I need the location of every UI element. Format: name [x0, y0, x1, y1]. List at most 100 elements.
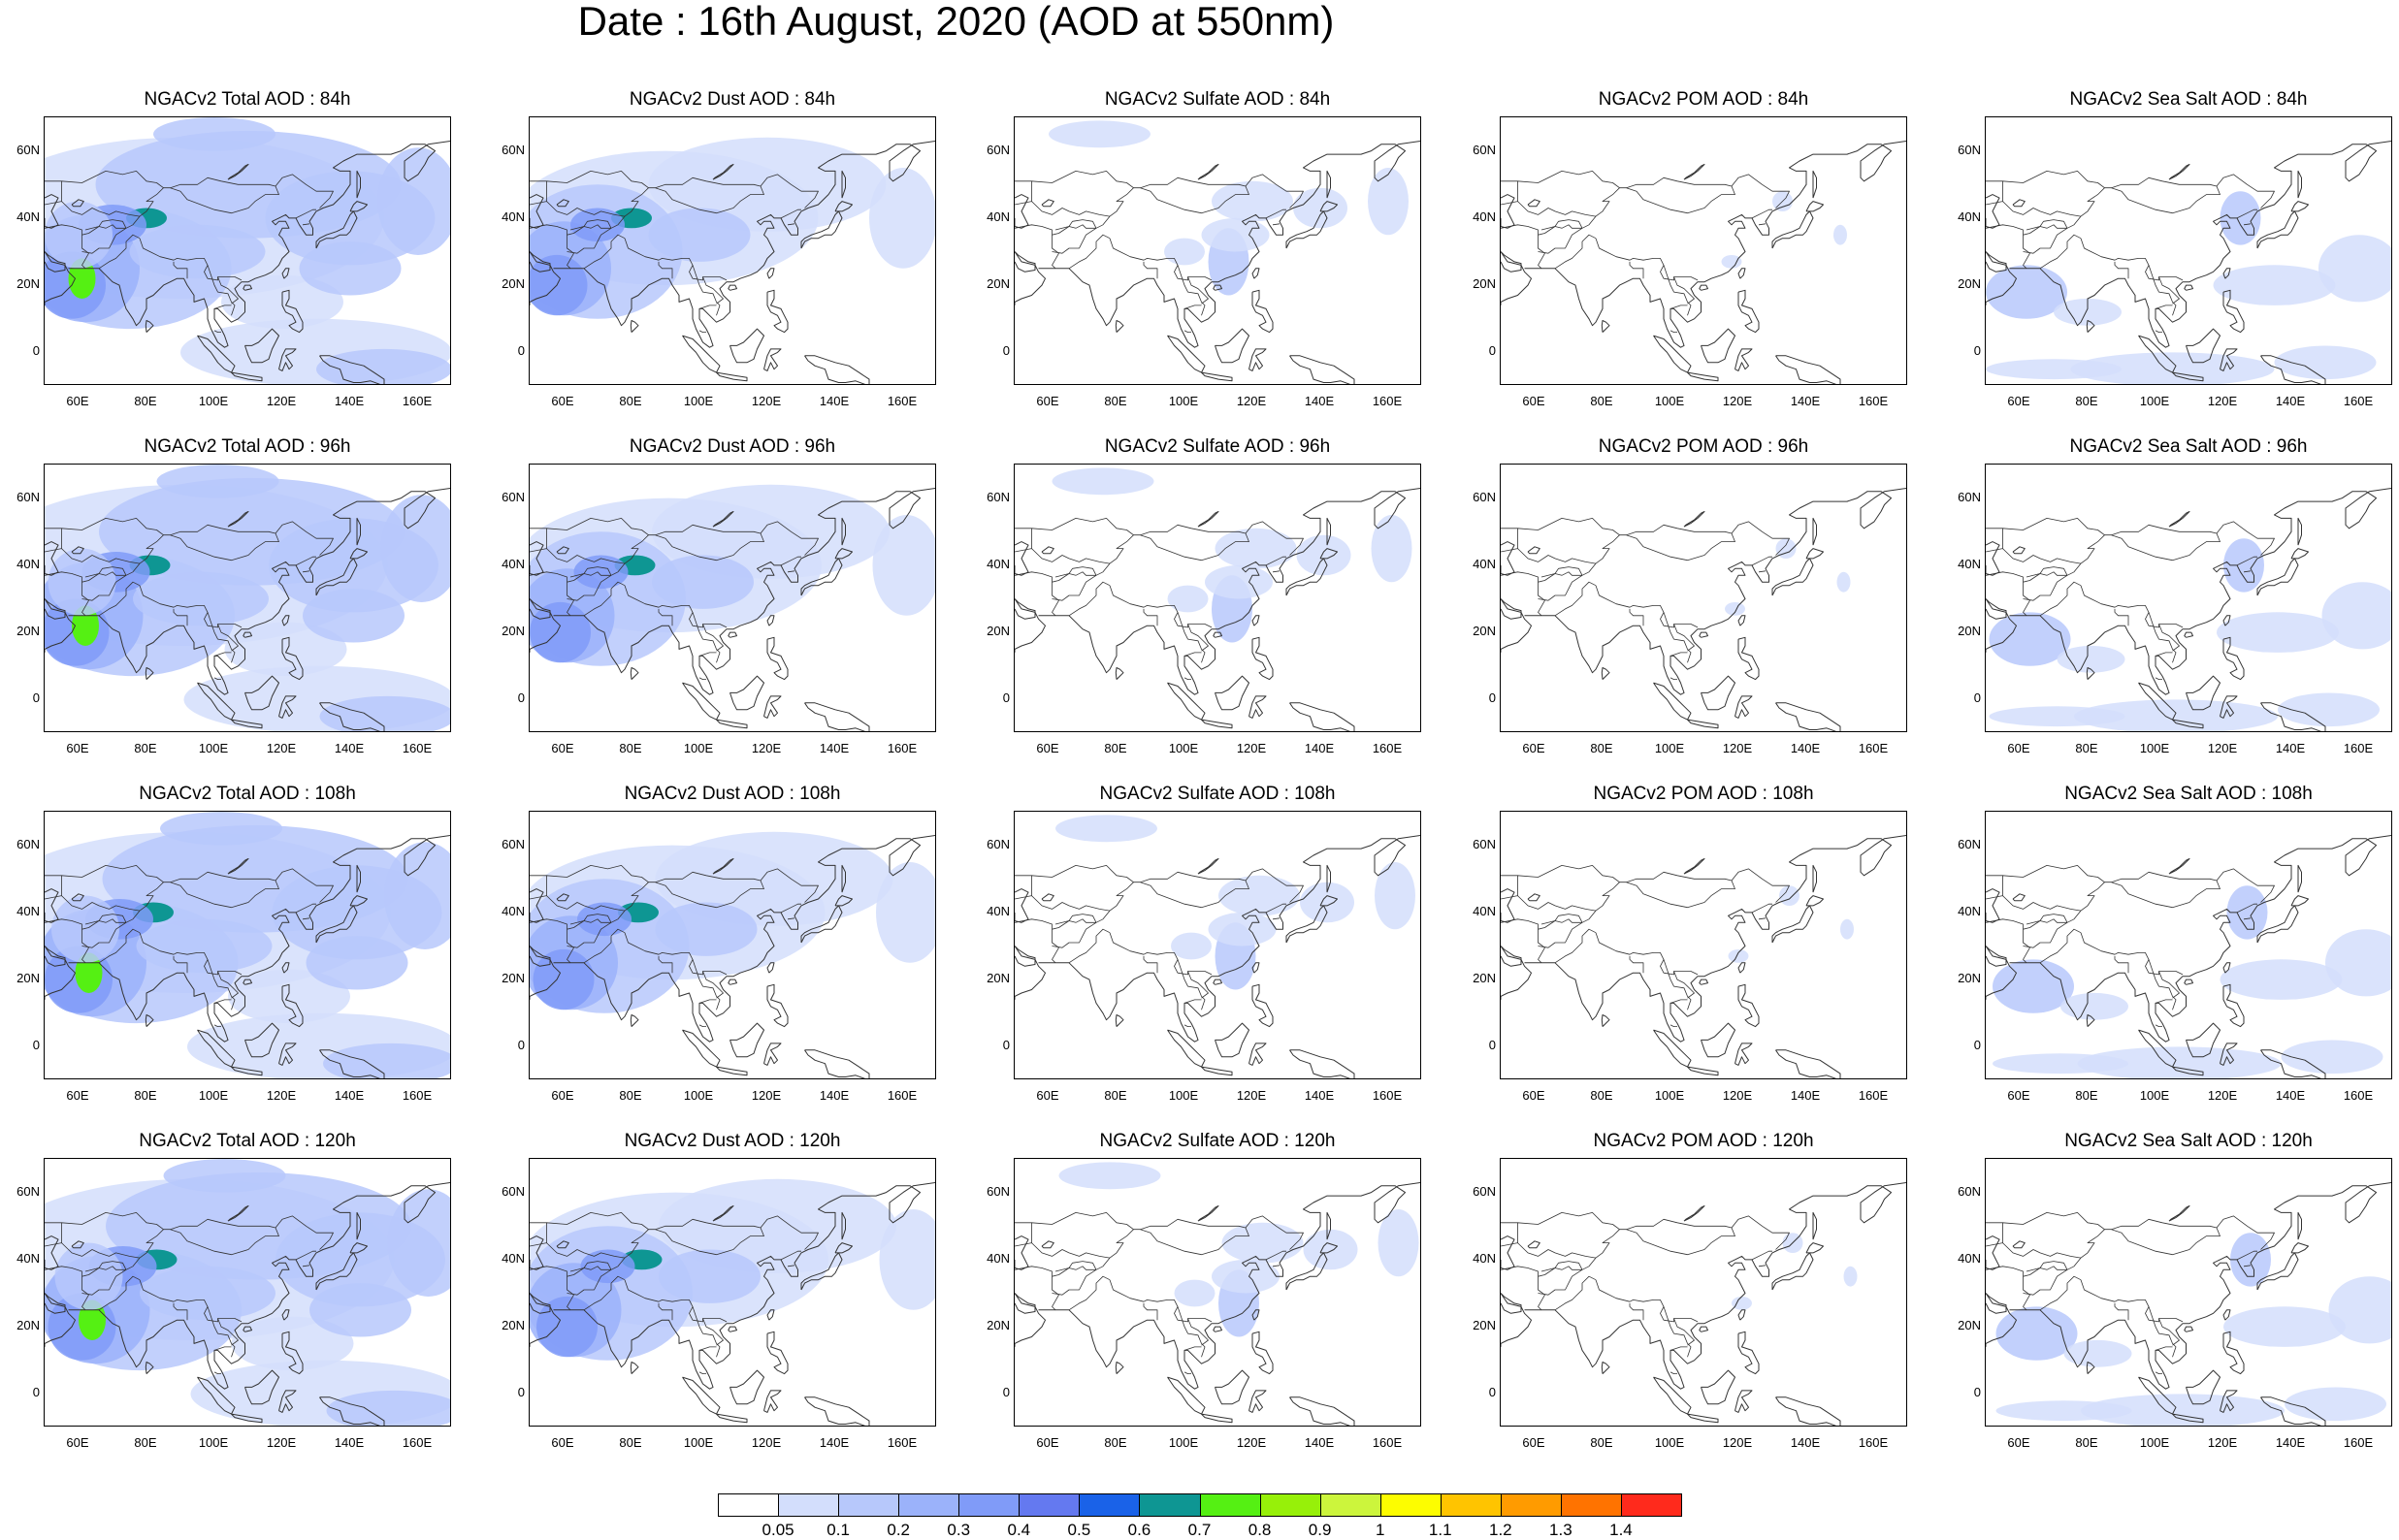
aod-field — [2281, 1040, 2383, 1075]
lon-tick-label: 120E — [266, 741, 297, 755]
aod-field — [1725, 602, 1745, 616]
aod-field — [1989, 706, 2125, 727]
aod-field — [1986, 359, 2122, 380]
lat-tick-label: 40N — [16, 903, 40, 918]
lon-tick-label: 160E — [887, 394, 918, 408]
aod-field — [577, 902, 632, 937]
aod-field — [530, 601, 591, 663]
colorbar-box — [1079, 1493, 1141, 1517]
map-svg — [530, 1178, 935, 1426]
aod-field — [533, 948, 595, 1011]
aod-field — [1167, 585, 1209, 613]
lon-tick-label: 60E — [1036, 741, 1059, 755]
aod-field — [1840, 918, 1854, 940]
aod-field — [1721, 255, 1742, 269]
lat-tick-label: 60N — [16, 489, 40, 504]
panel-title: NGACv2 POM AOD : 96h — [1598, 436, 1809, 457]
map-svg — [1015, 120, 1420, 384]
aod-field — [323, 1043, 450, 1078]
aod-field — [1049, 120, 1151, 148]
panel-title: NGACv2 Total AOD : 84h — [144, 89, 351, 110]
lat-tick-label: 60N — [1958, 489, 1981, 504]
lat-tick-label: 0 — [1973, 343, 1981, 359]
aod-field — [140, 1266, 276, 1321]
lat-tick-label: 40N — [1958, 903, 1981, 918]
colorbar-box — [1560, 1493, 1622, 1517]
map-panel-total — [44, 116, 451, 385]
lon-tick-label: 160E — [2343, 1435, 2374, 1450]
aod-field — [1212, 180, 1293, 222]
aod-field — [316, 348, 450, 384]
map-svg — [1015, 815, 1420, 1078]
lon-tick-label: 120E — [1722, 1435, 1753, 1450]
aod-field — [1843, 1266, 1858, 1287]
aod-field — [2213, 265, 2336, 305]
colorbar-label: 1.3 — [1549, 1521, 1572, 1539]
colorbar-label: 0.5 — [1067, 1521, 1091, 1539]
lon-tick-label: 140E — [2275, 1435, 2306, 1450]
colorbar-label: 0.3 — [947, 1521, 971, 1539]
lon-tick-label: 60E — [1522, 394, 1545, 408]
panel-title: NGACv2 POM AOD : 84h — [1598, 89, 1809, 110]
lon-tick-label: 80E — [2075, 741, 2098, 755]
colorbar-label: 0.9 — [1308, 1521, 1332, 1539]
lon-tick-label: 80E — [1590, 741, 1613, 755]
lat-tick-label: 60N — [987, 142, 1010, 157]
aod-field — [2328, 1276, 2391, 1344]
lon-tick-label: 60E — [551, 1435, 574, 1450]
aod-field — [2226, 885, 2268, 940]
colorbar-box — [1440, 1493, 1502, 1517]
map-svg — [1501, 1181, 1906, 1426]
lat-tick-label: 0 — [1488, 1038, 1496, 1053]
lon-tick-label: 60E — [1522, 741, 1545, 755]
aod-field — [1052, 467, 1154, 496]
lon-tick-label: 140E — [819, 1088, 850, 1103]
lat-tick-label: 20N — [987, 624, 1010, 639]
map-svg — [1986, 140, 2391, 384]
aod-field — [2057, 645, 2125, 673]
aod-field — [133, 571, 269, 626]
aod-field — [54, 1242, 123, 1310]
aod-field — [1993, 959, 2074, 1013]
lat-tick-label: 0 — [517, 690, 525, 706]
lat-tick-label: 60N — [1473, 1183, 1496, 1199]
lat-tick-label: 20N — [987, 276, 1010, 292]
lon-tick-label: 140E — [334, 1435, 365, 1450]
lat-tick-label: 60N — [16, 142, 40, 157]
aod-field — [326, 1390, 450, 1426]
aod-field — [2220, 959, 2343, 1000]
lat-tick-label: 40N — [1473, 903, 1496, 918]
aod-field — [45, 201, 113, 269]
lon-tick-label: 80E — [1590, 1088, 1613, 1103]
map-svg — [1501, 140, 1906, 384]
lon-tick-label: 120E — [751, 741, 782, 755]
lat-tick-label: 60N — [16, 1183, 40, 1199]
lon-tick-label: 160E — [887, 1088, 918, 1103]
aod-field — [224, 622, 347, 677]
lon-tick-label: 120E — [1236, 741, 1267, 755]
colorbar-box — [958, 1493, 1021, 1517]
aod-field — [156, 465, 279, 498]
panel-title: NGACv2 Sea Salt AOD : 108h — [2064, 784, 2313, 804]
lon-tick-label: 160E — [887, 741, 918, 755]
lat-tick-label: 0 — [1973, 1038, 1981, 1053]
aod-field — [1208, 912, 1277, 946]
lat-tick-label: 60N — [502, 1183, 525, 1199]
lat-tick-label: 40N — [16, 1250, 40, 1266]
aod-field — [1836, 571, 1851, 593]
panel-title: NGACv2 POM AOD : 108h — [1593, 784, 1814, 804]
aod-field — [2217, 612, 2339, 653]
lon-tick-label: 160E — [2343, 394, 2374, 408]
lat-tick-label: 0 — [517, 343, 525, 359]
map-svg — [530, 137, 935, 384]
lon-tick-label: 160E — [402, 1088, 433, 1103]
lon-tick-label: 100E — [2139, 1435, 2170, 1450]
colorbar-label: 1.4 — [1609, 1521, 1633, 1539]
lon-tick-label: 160E — [887, 1435, 918, 1450]
map-panel-pom — [1500, 464, 1907, 732]
lat-tick-label: 0 — [1488, 343, 1496, 359]
lat-tick-label: 60N — [1958, 836, 1981, 851]
lon-tick-label: 160E — [2343, 1088, 2374, 1103]
colorbar-box — [1259, 1493, 1321, 1517]
aod-field — [51, 895, 119, 963]
